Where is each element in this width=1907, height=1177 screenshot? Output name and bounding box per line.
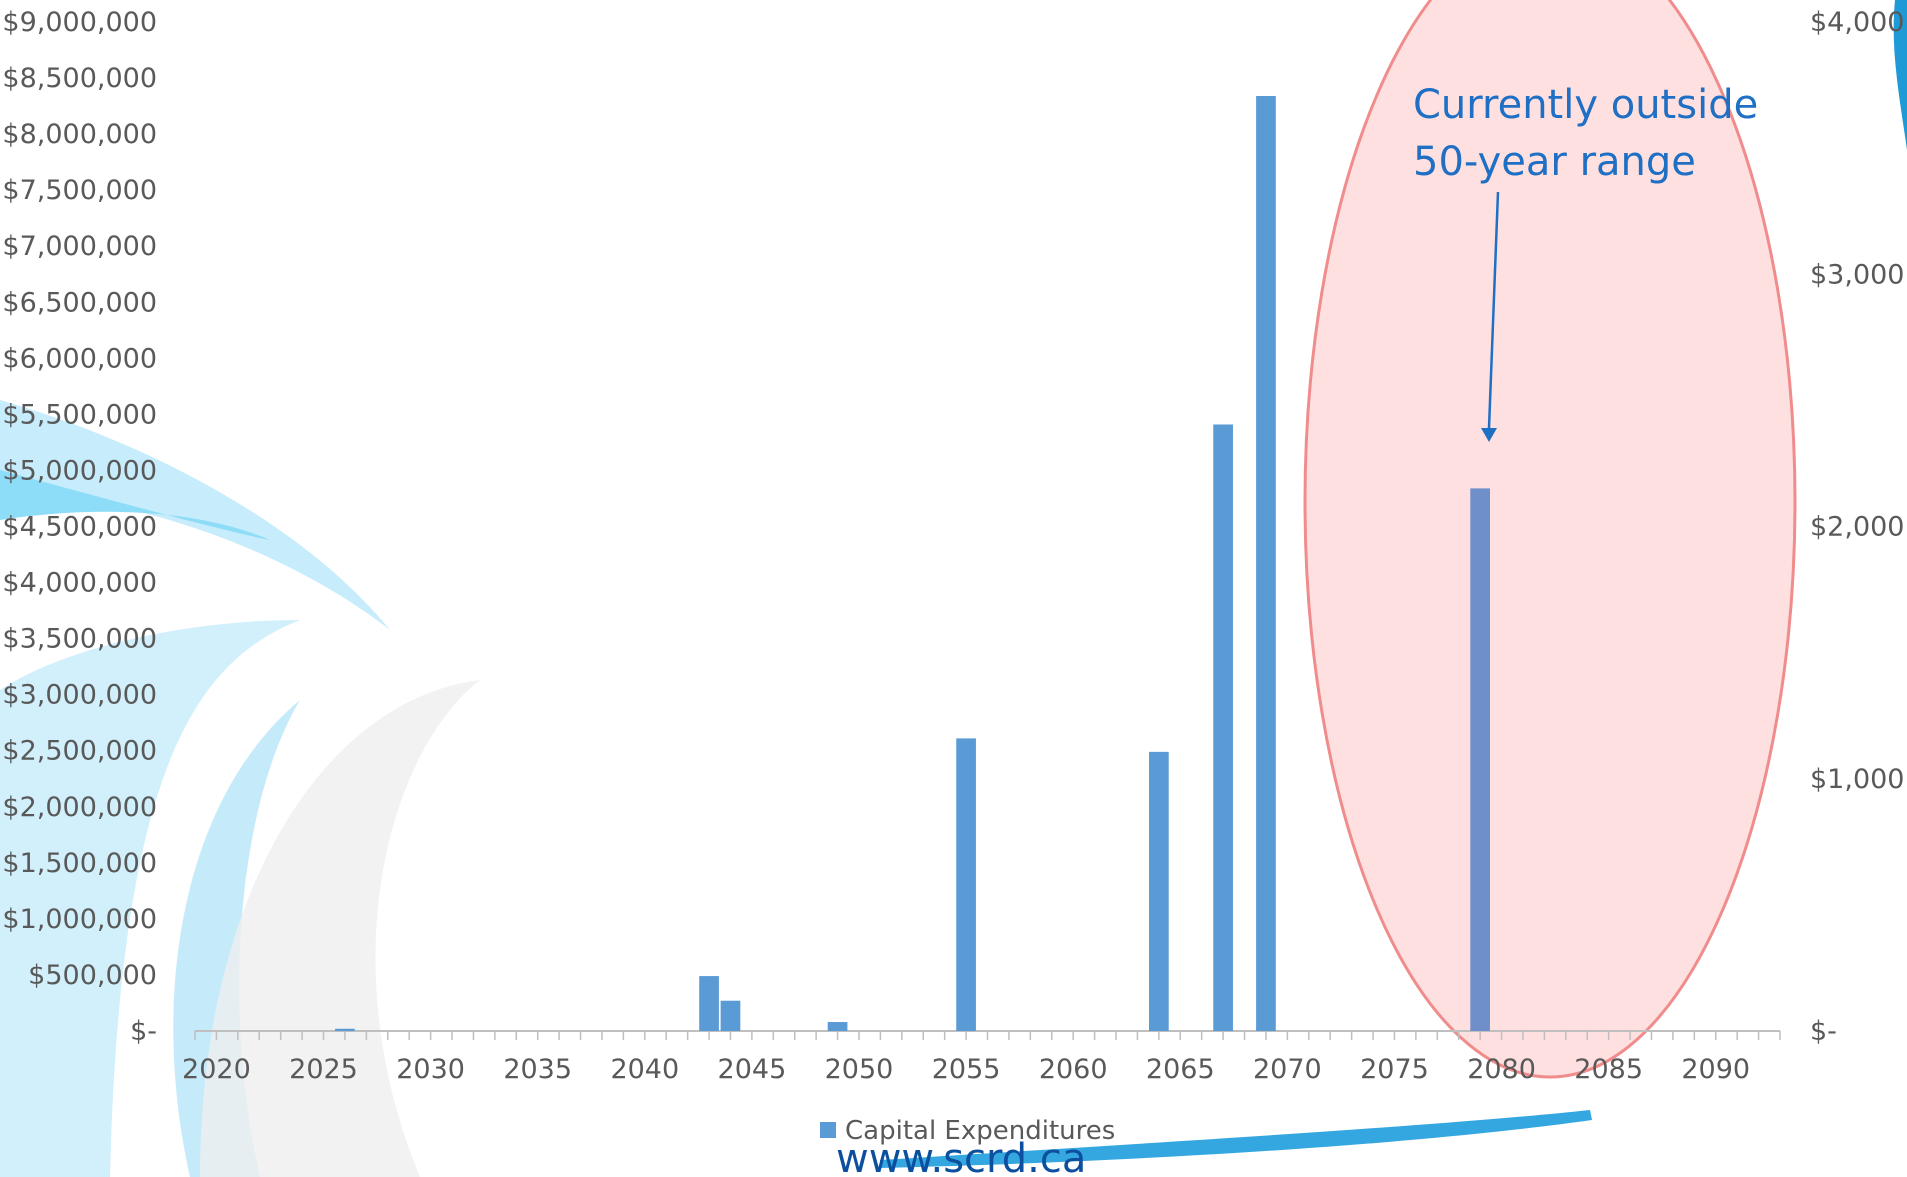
left-axis-tick-labels: $- $500,000 $1,000,000 $1,500,000 $2,000,000…	[2, 7, 157, 1047]
bar-capital-expenditures	[720, 1000, 741, 1031]
y-tick-label-left: $8,500,000	[2, 63, 157, 94]
x-tick-label: 2055	[932, 1054, 1001, 1085]
swoosh-shape	[0, 400, 390, 630]
y-tick-label-left: $4,000,000	[2, 568, 157, 599]
swoosh-shape	[880, 1110, 1592, 1168]
x-tick-label: 2030	[396, 1054, 465, 1085]
annotation-arrow-line	[1487, 191, 1500, 429]
y-tick-label-left: $2,000,000	[2, 792, 157, 823]
y-tick-label-left: $1,500,000	[2, 848, 157, 879]
y-tick-label-right: $1,000	[1810, 764, 1904, 795]
y-tick-label-left: $3,500,000	[2, 624, 157, 655]
y-tick-label-right: $-	[1810, 1016, 1837, 1047]
x-tick-label: 2065	[1146, 1054, 1215, 1085]
swoosh-shape	[200, 680, 480, 1177]
x-axis: 2020 2025 2030 2035 2040 2045 2050 2055 2060 2065…	[182, 1030, 1781, 1085]
y-tick-label-left: $6,000,000	[2, 343, 157, 374]
bar-capital-expenditures	[699, 976, 719, 1031]
swoosh-shape	[1893, 0, 1907, 150]
y-tick-label-left: $5,500,000	[2, 399, 157, 430]
x-tick-label: 2060	[1039, 1054, 1108, 1085]
y-tick-label-right: $2,000	[1810, 512, 1904, 543]
annotation: Currently outside 50-year range	[1413, 82, 1758, 442]
y-tick-label-left: $6,500,000	[2, 287, 157, 318]
x-tick-label: 2075	[1360, 1054, 1429, 1085]
bar-capital-expenditures	[1256, 95, 1276, 1031]
footer-url: www.scrd.ca	[836, 1136, 1086, 1177]
y-tick-label-right: $3,000	[1810, 259, 1904, 290]
x-tick-label: 2035	[503, 1054, 572, 1085]
swoosh-shape	[0, 470, 270, 540]
x-tick-label: 2045	[718, 1054, 787, 1085]
bar-capital-expenditures	[1148, 751, 1169, 1031]
bars	[335, 95, 1490, 1032]
y-tick-label-left: $5,000,000	[2, 455, 157, 486]
annotation-arrowhead	[1481, 428, 1497, 442]
bar-capital-expenditures	[335, 1028, 355, 1031]
right-axis-tick-labels: $- $1,000 $2,000 $3,000 $4,000	[1810, 7, 1904, 1047]
annotation-line-2: 50-year range	[1413, 139, 1696, 185]
y-tick-label-left: $7,000,000	[2, 231, 157, 262]
y-tick-label-left: $-	[130, 1016, 157, 1047]
x-tick-label: 2040	[610, 1054, 679, 1085]
x-tick-label: 2090	[1681, 1054, 1750, 1085]
bar-capital-expenditures	[1470, 488, 1490, 1032]
x-tick-label: 2025	[289, 1054, 358, 1085]
y-tick-label-left: $4,500,000	[2, 512, 157, 543]
y-tick-label-left: $9,000,000	[2, 7, 157, 38]
annotation-line-1: Currently outside	[1413, 82, 1758, 128]
y-tick-label-left: $500,000	[28, 960, 157, 991]
y-tick-label-left: $8,000,000	[2, 119, 157, 150]
swoosh-shape	[0, 620, 300, 1177]
x-tick-label: 2050	[825, 1054, 894, 1085]
bar-capital-expenditures	[827, 1022, 848, 1031]
highlight-ellipse	[1303, 0, 1797, 1079]
legend-swatch	[820, 1122, 836, 1138]
bar-capital-expenditures	[956, 738, 976, 1031]
x-tick-label: 2080	[1467, 1054, 1536, 1085]
legend: Capital Expenditures	[820, 1116, 1115, 1146]
x-tick-label: 2070	[1253, 1054, 1322, 1085]
y-tick-label-right: $4,000	[1810, 7, 1904, 38]
y-tick-label-left: $3,000,000	[2, 680, 157, 711]
x-tick-label: 2020	[182, 1054, 251, 1085]
x-tick-label: 2085	[1574, 1054, 1643, 1085]
y-tick-label-left: $1,000,000	[2, 904, 157, 935]
bar-capital-expenditures	[1213, 424, 1233, 1031]
y-tick-label-left: $2,500,000	[2, 736, 157, 767]
legend-label: Capital Expenditures	[845, 1116, 1115, 1146]
y-tick-label-left: $7,500,000	[2, 175, 157, 206]
